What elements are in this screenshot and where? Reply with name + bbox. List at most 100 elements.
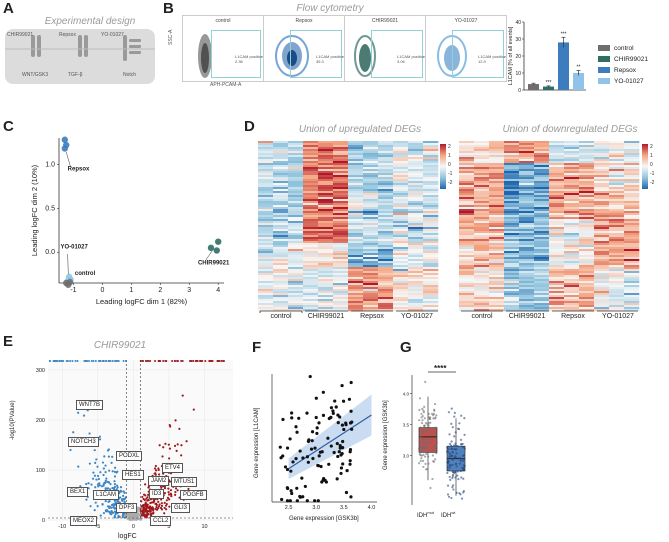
heatmap-cell	[504, 249, 520, 252]
heatmap-cell	[519, 255, 535, 258]
heatmap-cell	[363, 221, 379, 224]
heatmap-cell	[504, 259, 520, 262]
heatmap-cell	[318, 229, 334, 232]
heatmap-cell	[333, 257, 349, 260]
flow-plot-yo: YO-01027 L1CAM positive 12.9	[425, 15, 507, 82]
heatmap-cell	[258, 309, 274, 312]
heatmap-cell	[624, 177, 640, 180]
heatmap-cell	[609, 309, 625, 312]
heatmap-cell	[579, 161, 595, 164]
heatmap-cell	[378, 199, 394, 202]
heatmap-cell	[579, 141, 595, 144]
heatmap-cell	[594, 195, 610, 198]
scatter-point	[307, 438, 311, 442]
heatmap-cell	[459, 279, 475, 282]
heatmap-cell	[564, 201, 580, 204]
heatmap-cell	[378, 235, 394, 238]
boxplot-point	[427, 416, 430, 419]
heatmap-cell	[378, 243, 394, 246]
heatmap-cell	[318, 203, 334, 206]
heatmap-cell	[504, 273, 520, 276]
heatmap-cell	[363, 263, 379, 266]
volcano-point	[102, 473, 105, 477]
heatmap-cell	[489, 151, 505, 154]
heatmap-cell	[504, 165, 520, 168]
volcano-point	[99, 471, 102, 474]
heatmap-cell	[594, 277, 610, 280]
heatmap-cell	[459, 241, 475, 244]
heatmap-cell	[273, 175, 289, 178]
heatmap-cell	[474, 245, 490, 248]
heatmap-cell	[348, 171, 364, 174]
heatmap-cell	[393, 253, 409, 256]
heatmap-cell	[549, 263, 565, 266]
heatmap-cell	[519, 265, 535, 268]
heatmap-cell	[258, 159, 274, 162]
heatmap-cell	[288, 277, 304, 280]
heatmap-cell	[258, 211, 274, 214]
panel-label-c: C	[3, 118, 14, 135]
heatmap-cell	[333, 189, 349, 192]
heatmap-cell	[624, 267, 640, 270]
heatmap-cell	[423, 181, 439, 184]
heatmap-cell	[459, 191, 475, 194]
heatmap-cell	[519, 245, 535, 248]
volcano-point	[154, 472, 157, 475]
heatmap-cell	[318, 161, 334, 164]
scatter-point	[345, 469, 349, 473]
heatmap-cell	[288, 215, 304, 218]
volcano-point	[155, 505, 158, 509]
heatmap-cell	[579, 235, 595, 238]
heatmap-cell	[288, 303, 304, 306]
heatmap-cell	[609, 263, 625, 266]
heatmap-cell	[288, 245, 304, 248]
heatmap-cell	[609, 169, 625, 172]
volcano-title: CHIR99021	[93, 340, 147, 351]
boxplot-point	[448, 442, 452, 446]
heatmap-cell	[564, 195, 580, 198]
heatmap-cell	[564, 223, 580, 226]
heatmap-cell	[288, 229, 304, 232]
heatmap-cell	[474, 263, 490, 266]
heatmap-cell	[318, 201, 334, 204]
heatmap-cell	[459, 281, 475, 284]
heatmap-cell	[624, 309, 640, 312]
scatter-point	[338, 443, 342, 448]
scatter-ylabel: Gene expression [L1CAM]	[254, 407, 260, 478]
bar-y-tick-label: 40	[515, 20, 521, 26]
heatmap-cell	[504, 193, 520, 196]
heatmap-cell	[363, 223, 379, 226]
heatmap-cell	[624, 271, 640, 274]
heatmap-cell	[378, 155, 394, 158]
heatmap-cell	[519, 201, 535, 204]
heatmap-up-label-chir: CHIR99021	[307, 313, 345, 320]
heatmap-cell	[579, 211, 595, 214]
volcano-point-cap	[164, 360, 167, 362]
heatmap-cell	[594, 289, 610, 292]
heatmap-cell	[333, 211, 349, 214]
heatmap-cell	[273, 279, 289, 282]
heatmap-cell	[393, 227, 409, 230]
heatmap-cell	[333, 239, 349, 242]
volcano-point-cap	[92, 360, 95, 362]
heatmap-cell	[423, 211, 439, 214]
heatmap-cell	[549, 163, 565, 166]
heatmap-cell	[348, 269, 364, 272]
heatmap-cell	[363, 255, 379, 258]
heatmap-cell	[288, 219, 304, 222]
scatter-point	[335, 477, 339, 481]
heatmap-cell	[459, 169, 475, 172]
panel-label-a: A	[3, 0, 14, 17]
heatmap-cell	[459, 235, 475, 238]
heatmap-cell	[564, 141, 580, 144]
heatmap-cell	[318, 261, 334, 264]
heatmap-cell	[333, 167, 349, 170]
heatmap-cell	[594, 273, 610, 276]
scatter-x-tick-label: 2.5	[285, 505, 293, 511]
scatter-point	[341, 462, 345, 466]
heatmap-cell	[534, 181, 550, 184]
heatmap-cell	[363, 173, 379, 176]
heatmap-cell	[288, 241, 304, 244]
heatmap-cell	[408, 177, 424, 180]
scatter-point	[329, 415, 333, 419]
